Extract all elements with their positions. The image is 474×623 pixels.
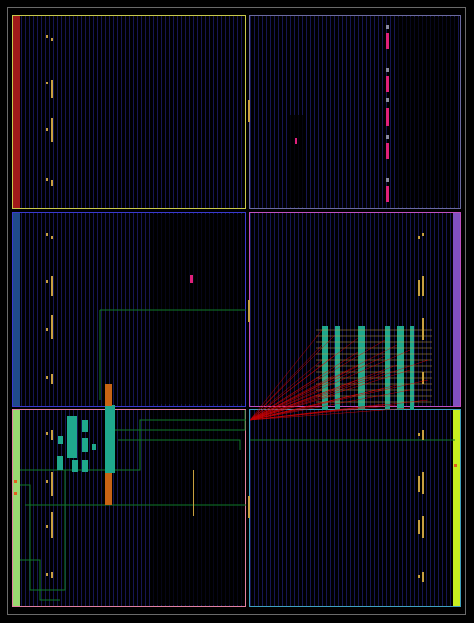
io-pads — [46, 35, 424, 582]
routing-wires — [20, 309, 455, 601]
grey-cells — [386, 25, 389, 182]
region-top-left[interactable] — [12, 15, 246, 209]
region-bottom-right[interactable] — [249, 409, 461, 607]
empty-area — [395, 17, 457, 207]
orange-cell — [105, 384, 112, 406]
orange-cell — [105, 473, 112, 505]
edge-pins — [14, 464, 457, 495]
empty-area — [150, 410, 245, 605]
region-mid-right[interactable] — [249, 212, 461, 407]
magenta-cells — [190, 33, 389, 283]
region-stripe — [13, 213, 20, 406]
ratsnest-lines — [249, 329, 429, 421]
region-stripe — [453, 410, 460, 606]
empty-area — [150, 214, 245, 404]
cell-bank — [322, 326, 414, 410]
region-stripe — [453, 213, 460, 406]
region-stripe — [13, 16, 20, 208]
cell-cluster — [57, 405, 115, 473]
empty-area — [289, 115, 304, 207]
die-boundary — [7, 7, 466, 615]
region-stripe — [13, 410, 20, 606]
